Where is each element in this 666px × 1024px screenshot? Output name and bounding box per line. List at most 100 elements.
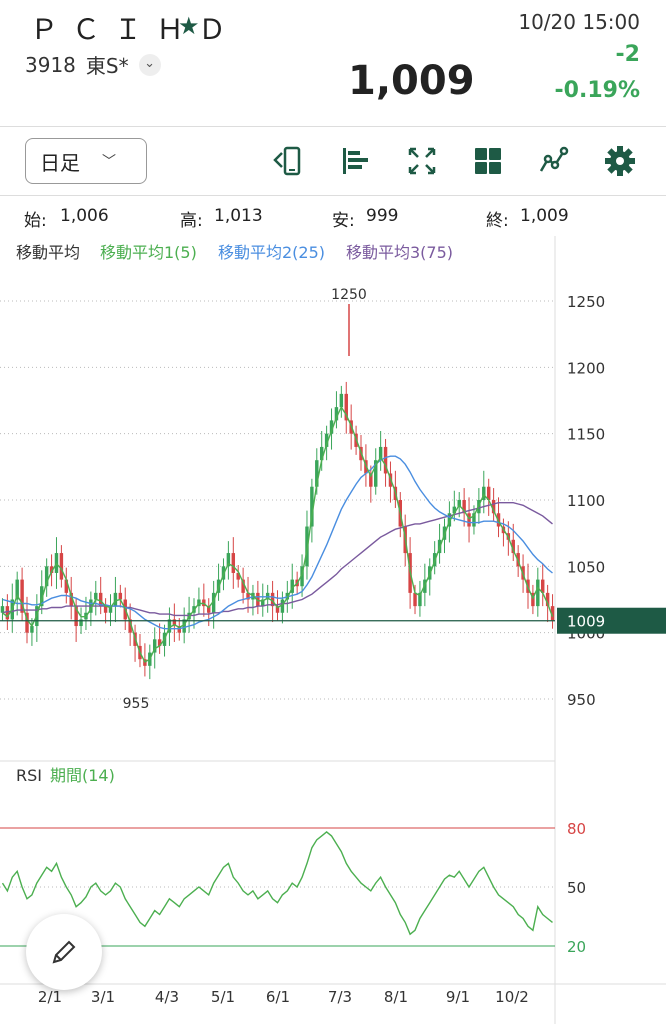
- x-tick-label: 5/1: [211, 988, 235, 1006]
- candle-body: [211, 592, 216, 613]
- candle-body: [344, 393, 348, 421]
- x-tick-label: 7/3: [328, 988, 352, 1006]
- candle-body: [550, 606, 555, 621]
- current-price: 1,009: [348, 58, 475, 104]
- trend-icon[interactable]: [538, 145, 570, 177]
- candle-body: [334, 407, 339, 421]
- candle-body: [319, 446, 324, 461]
- rsi-tick-label: 80: [567, 820, 586, 838]
- candle-body: [300, 566, 304, 587]
- code-row[interactable]: 3918 東S* ⌄: [25, 50, 161, 79]
- chevron-down-icon[interactable]: ⌄: [138, 53, 161, 76]
- candle-body: [20, 579, 24, 613]
- candle-body: [541, 579, 545, 593]
- legend-ma2: 移動平均2(25): [218, 243, 325, 262]
- ma1-line: [2, 405, 554, 663]
- gear-icon[interactable]: [604, 145, 636, 177]
- rsi-panel: 20 50 80 2/1 3/1 4/3 5/1 6/1 7/3 8/1 9/1 10/2: [0, 820, 666, 1006]
- price-panel: 95010001050110011501200125010091250955: [0, 236, 666, 1024]
- candle-body: [5, 606, 10, 620]
- candle-body: [462, 500, 466, 514]
- candle-body: [182, 619, 186, 633]
- low-label: 安:: [332, 211, 355, 231]
- candle-body: [467, 513, 471, 527]
- candle-body: [231, 553, 236, 573]
- legend-title: 移動平均: [16, 243, 80, 262]
- rsi-legend: RSI 期間(14): [16, 766, 115, 785]
- ma3-line: [2, 502, 553, 617]
- candle-body: [108, 606, 113, 613]
- candle-body: [118, 592, 123, 600]
- candle-body: [69, 592, 73, 607]
- chart-area[interactable]: 95010001050110011501200125010091250955 2…: [0, 236, 666, 1024]
- candle-body: [275, 606, 280, 613]
- stock-name: ＰＣＩＨＤ: [30, 13, 241, 46]
- candle-body: [103, 606, 108, 613]
- x-tick-label: 3/1: [91, 988, 115, 1006]
- candle-body: [329, 420, 334, 434]
- candle-body: [418, 592, 422, 607]
- candle-body: [511, 539, 515, 554]
- candle-body: [315, 460, 319, 487]
- candle-body: [79, 619, 83, 627]
- candle-body: [280, 599, 285, 613]
- header: ＰＣＩＨＤ ★ 3918 東S* ⌄ 1,009 10/20 15:00 -2 …: [0, 0, 666, 126]
- candle-body: [15, 579, 19, 600]
- candle-body: [152, 639, 157, 653]
- candle-body: [40, 586, 44, 607]
- stock-code: 3918: [25, 52, 76, 77]
- candle-body: [339, 393, 344, 408]
- price-tick-label: 950: [567, 691, 596, 709]
- datetime: 10/20 15:00: [518, 10, 640, 34]
- rsi-title: RSI: [16, 766, 42, 785]
- x-tick-label: 6/1: [266, 988, 290, 1006]
- period-label: 日足: [40, 150, 80, 175]
- candle-body: [457, 500, 461, 507]
- current-price-badge: [557, 607, 666, 634]
- legend-ma3: 移動平均3(75): [346, 243, 453, 262]
- rotate-phone-icon[interactable]: [272, 145, 304, 177]
- ohlc-row: 始: 1,006 高: 1,013 安: 999 終: 1,009: [0, 196, 666, 236]
- candle-body: [113, 592, 118, 607]
- close-label: 終:: [486, 211, 509, 231]
- fullscreen-icon[interactable]: [406, 145, 438, 177]
- price-tick-label: 1200: [567, 359, 605, 377]
- candle-body: [452, 506, 457, 514]
- divider: [0, 126, 666, 127]
- candle-body: [44, 566, 49, 587]
- candle-body: [491, 500, 496, 514]
- star-icon[interactable]: ★: [178, 12, 200, 40]
- high-value: 1,013: [214, 206, 263, 226]
- rsi-tick-label: 50: [567, 879, 586, 897]
- candle-body: [30, 626, 34, 633]
- legend-ma1: 移動平均1(5): [100, 243, 197, 262]
- price-tick-label: 1100: [567, 492, 605, 510]
- candle-body: [324, 433, 329, 447]
- price-tick-label: 1050: [567, 558, 605, 576]
- period-select[interactable]: 日足 ﹀: [25, 138, 147, 184]
- candle-body: [374, 460, 378, 487]
- candle-body: [482, 486, 486, 500]
- candle-body: [157, 639, 162, 646]
- indicator-list-icon[interactable]: [340, 145, 372, 177]
- price-change-pct: -0.19%: [554, 78, 640, 103]
- candle-body: [236, 572, 240, 580]
- candle-body: [545, 592, 550, 607]
- rsi-line: [1, 830, 553, 936]
- candle-body: [472, 513, 476, 527]
- candle-body: [25, 612, 29, 633]
- x-tick-label: 10/2: [495, 988, 529, 1006]
- rsi-tick-label: 20: [567, 938, 586, 956]
- candle-body: [226, 553, 231, 567]
- x-tick-label: 2/1: [38, 988, 62, 1006]
- candle-body: [49, 566, 54, 573]
- candle-body: [241, 579, 245, 593]
- candle-body: [167, 619, 172, 633]
- x-tick-label: 9/1: [446, 988, 470, 1006]
- candle-body: [290, 579, 294, 593]
- draw-button[interactable]: [26, 914, 102, 990]
- candle-body: [98, 592, 103, 607]
- max-annotation: 1250: [331, 287, 367, 303]
- grid-icon[interactable]: [472, 145, 504, 177]
- candle-body: [369, 473, 373, 487]
